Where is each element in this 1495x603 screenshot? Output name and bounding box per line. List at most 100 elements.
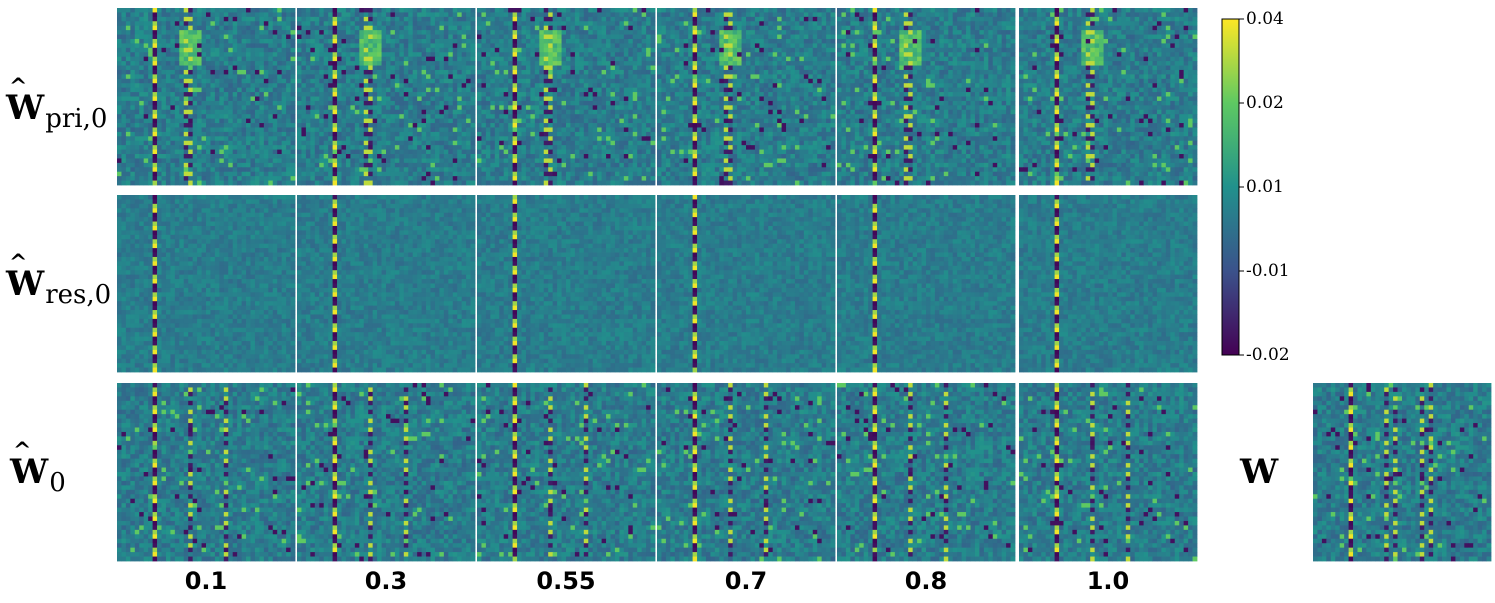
heatmap-cell — [148, 12, 153, 17]
heatmap-cell — [237, 48, 242, 53]
heatmap-cell — [291, 110, 296, 115]
heatmap-cell — [242, 105, 247, 110]
heatmap-cell — [219, 97, 224, 102]
heatmap-cell — [255, 12, 260, 17]
heatmap-cell — [197, 39, 202, 44]
heatmap-cell — [130, 17, 135, 22]
heatmap-cell — [170, 8, 175, 13]
heatmap-cell — [286, 88, 291, 93]
heatmap-cell — [184, 17, 189, 22]
heatmap-cell — [264, 17, 269, 22]
heatmap-cell — [273, 21, 278, 26]
heatmap-cell — [282, 8, 287, 13]
heatmap-cell — [197, 66, 202, 71]
heatmap-cell — [179, 114, 184, 119]
heatmap-cell — [126, 66, 131, 71]
heatmap-cell — [166, 88, 171, 93]
heatmap-cell — [135, 132, 140, 137]
heatmap-cell — [148, 110, 153, 115]
heatmap-cell — [246, 114, 251, 119]
heatmap-cell — [184, 21, 189, 26]
heatmap-cell — [210, 97, 215, 102]
heatmap-cell — [268, 21, 273, 26]
heatmap-cell — [202, 92, 207, 97]
heatmap-cell — [179, 26, 184, 31]
heatmap-cell — [206, 17, 211, 22]
heatmap-cell — [210, 132, 215, 137]
heatmap-cell — [184, 114, 189, 119]
heatmap-cell — [259, 30, 264, 35]
heatmap-cell — [286, 83, 291, 88]
heatmap-cell — [291, 43, 296, 48]
heatmap-cell — [162, 132, 167, 137]
heatmap-cell — [162, 70, 167, 75]
heatmap-cell — [233, 92, 238, 97]
heatmap-cell — [237, 88, 242, 93]
heatmap-cell — [215, 66, 220, 71]
heatmap-cell — [273, 48, 278, 53]
heatmap-cell — [246, 26, 251, 31]
heatmap-cell — [255, 8, 260, 13]
heatmap-cell — [202, 26, 207, 31]
heatmap-cell — [259, 52, 264, 57]
heatmap-cell — [246, 127, 251, 132]
heatmap-cell — [144, 105, 149, 110]
heatmap-cell — [153, 123, 158, 128]
heatmap-cell — [121, 61, 126, 66]
heatmap-cell — [277, 83, 282, 88]
heatmap-cell — [148, 61, 153, 66]
heatmap-cell — [224, 101, 229, 106]
heatmap-cell — [259, 39, 264, 44]
heatmap-cell — [144, 74, 149, 79]
heatmap-cell — [184, 105, 189, 110]
heatmap-cell — [237, 17, 242, 22]
heatmap-cell — [139, 83, 144, 88]
heatmap-cell — [277, 110, 282, 115]
heatmap-cell — [286, 110, 291, 115]
heatmap-cell — [224, 26, 229, 31]
heatmap-cell — [233, 48, 238, 53]
heatmap-cell — [117, 43, 122, 48]
heatmap-cell — [224, 119, 229, 124]
heatmap-cell — [291, 66, 296, 71]
heatmap-cell — [277, 70, 282, 75]
heatmap-cell — [273, 114, 278, 119]
heatmap-cell — [264, 92, 269, 97]
heatmap-cell — [228, 83, 233, 88]
heatmap-cell — [162, 92, 167, 97]
heatmap-cell — [135, 48, 140, 53]
heatmap-cell — [202, 35, 207, 40]
heatmap-cell — [277, 123, 282, 128]
heatmap-cell — [188, 52, 193, 57]
heatmap-cell — [219, 101, 224, 106]
heatmap-cell — [144, 132, 149, 137]
heatmap-cell — [175, 114, 180, 119]
heatmap-cell — [255, 105, 260, 110]
heatmap-cell — [224, 61, 229, 66]
heatmap-cell — [228, 132, 233, 137]
heatmap-cell — [206, 88, 211, 93]
heatmap-cell — [282, 123, 287, 128]
heatmap-cell — [193, 74, 198, 79]
heatmap-cell — [242, 39, 247, 44]
heatmap-cell — [148, 17, 153, 22]
heatmap-cell — [162, 110, 167, 115]
heatmap-cell — [206, 83, 211, 88]
heatmap-cell — [117, 39, 122, 44]
heatmap-cell — [130, 79, 135, 84]
heatmap-cell — [273, 119, 278, 124]
heatmap-cell — [215, 70, 220, 75]
heatmap-cell — [148, 70, 153, 75]
heatmap-cell — [166, 105, 171, 110]
heatmap-cell — [148, 105, 153, 110]
heatmap-cell — [242, 26, 247, 31]
heatmap-cell — [184, 39, 189, 44]
heatmap-cell — [130, 101, 135, 106]
heatmap-cell — [175, 52, 180, 57]
heatmap-cell — [188, 92, 193, 97]
heatmap-cell — [246, 92, 251, 97]
heatmap-cell — [139, 88, 144, 93]
heatmap-cell — [166, 132, 171, 137]
heatmap-cell — [251, 35, 256, 40]
heatmap-cell — [202, 79, 207, 84]
